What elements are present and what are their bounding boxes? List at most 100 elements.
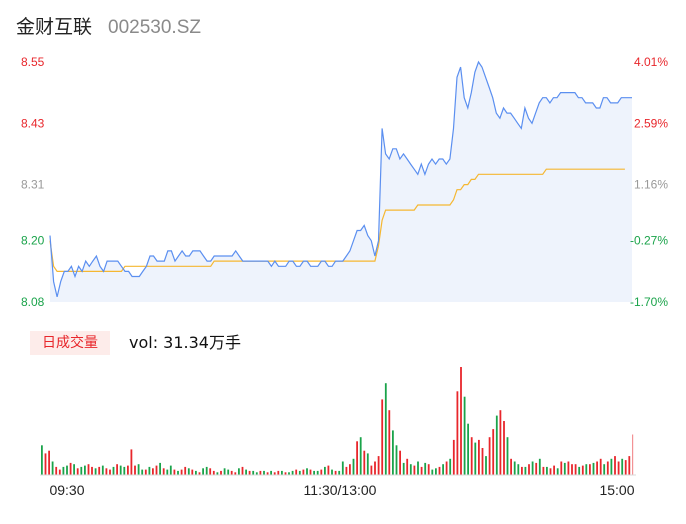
volume-bar — [506, 437, 509, 475]
volume-bar — [166, 469, 169, 475]
volume-bar — [359, 437, 362, 475]
volume-bar — [517, 464, 520, 475]
volume-bar — [281, 470, 283, 475]
volume-bar — [535, 462, 538, 476]
price-line — [49, 60, 632, 298]
y-tick-label: 8.31 — [21, 178, 45, 192]
volume-bar — [363, 450, 366, 475]
volume-bar — [628, 456, 631, 475]
volume-bar — [248, 470, 251, 475]
volume-bar — [338, 470, 341, 475]
volume-bar — [578, 466, 581, 475]
volume-bar — [234, 472, 237, 475]
volume-bar — [467, 423, 469, 475]
volume-bar — [456, 391, 459, 475]
volume-bar — [316, 470, 319, 475]
volume-bar — [449, 458, 452, 475]
volume-bar — [270, 470, 272, 475]
volume-bar — [284, 472, 287, 475]
volume-bar — [488, 437, 491, 475]
volume-bar — [524, 466, 527, 475]
volume-badge[interactable]: 日成交量 — [30, 331, 110, 355]
volume-bar — [277, 470, 280, 475]
pct-tick-label: 4.01% — [634, 55, 668, 69]
volume-bar — [392, 430, 394, 475]
volume-bar — [503, 421, 505, 475]
volume-bar — [528, 464, 530, 475]
volume-bar — [255, 472, 258, 475]
volume-bar — [62, 466, 65, 475]
volume-bar — [384, 383, 387, 475]
x-tick-label: 11:30/13:00 — [304, 482, 377, 498]
volume-bar — [352, 458, 355, 475]
volume-bar — [481, 448, 484, 475]
volume-bar — [101, 465, 104, 475]
volume-bars — [41, 367, 634, 476]
volume-bar — [424, 462, 427, 476]
volume-bar — [109, 469, 111, 475]
volume-bar — [324, 466, 326, 475]
volume-bar — [141, 469, 144, 475]
volume-bar — [521, 466, 523, 475]
volume-bar — [377, 456, 380, 475]
volume-bar — [105, 468, 108, 476]
volume-bar — [306, 468, 308, 476]
volume-bar — [69, 462, 72, 476]
volume-bar — [220, 470, 222, 475]
volume-bar — [320, 469, 323, 475]
volume-bar — [230, 470, 233, 475]
volume-bar — [381, 399, 384, 475]
volume-bar — [542, 466, 545, 475]
volume-bar — [614, 456, 616, 475]
volume-bar — [452, 439, 455, 475]
volume-bar — [417, 461, 419, 475]
volume-bar — [51, 461, 54, 475]
volume-bar — [302, 469, 305, 475]
volume-bar — [162, 468, 165, 476]
volume-bar — [84, 465, 86, 475]
volume-bar — [263, 470, 265, 475]
volume-bar — [169, 465, 172, 475]
volume-bar — [610, 458, 613, 475]
volume-bar — [76, 468, 79, 476]
volume-bar — [238, 468, 240, 476]
volume-bar — [273, 472, 276, 475]
volume-bar — [212, 470, 215, 475]
volume-bar — [55, 466, 58, 475]
volume-bar — [295, 469, 298, 475]
x-tick-label: 09:30 — [49, 482, 84, 498]
volume-bar — [409, 464, 412, 475]
volume-bar — [553, 465, 555, 475]
volume-bar — [187, 468, 190, 476]
volume-bar — [492, 429, 495, 475]
volume-bar — [445, 461, 448, 475]
volume-bar — [495, 415, 498, 475]
volume-bar — [621, 458, 624, 475]
volume-bar — [356, 441, 358, 476]
volume-bar — [266, 472, 269, 475]
volume-bar — [80, 466, 83, 475]
volume-bar — [427, 464, 430, 475]
volume-bar — [395, 445, 398, 475]
y-tick-label: 8.08 — [21, 295, 45, 309]
volume-bar — [435, 468, 437, 476]
volume-bar — [202, 468, 204, 476]
volume-bar — [560, 461, 563, 475]
price-area-fill — [50, 62, 632, 302]
volume-bar — [442, 464, 444, 475]
volume-bar — [499, 410, 502, 475]
volume-bar — [66, 465, 68, 475]
volume-bar — [137, 464, 140, 475]
x-axis-labels: 09:30 11:30/13:00 15:00 — [49, 482, 634, 498]
volume-bar — [589, 464, 591, 475]
volume-bar — [144, 469, 147, 475]
volume-bar — [345, 466, 348, 475]
pct-tick-label: 2.59% — [634, 116, 668, 130]
y-tick-label: 8.20 — [21, 234, 45, 248]
volume-bar — [123, 466, 126, 475]
volume-bar — [180, 469, 183, 475]
volume-bar — [48, 450, 50, 475]
volume-bar — [177, 470, 179, 475]
volume-bar — [327, 465, 330, 475]
